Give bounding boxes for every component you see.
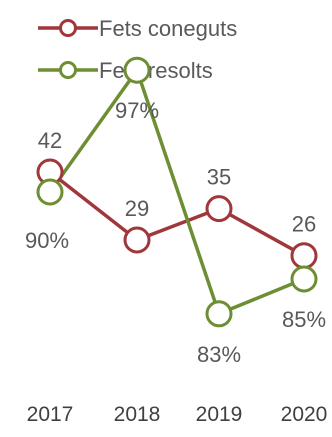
x-tick-label: 2020 bbox=[281, 403, 328, 426]
data-point bbox=[123, 56, 151, 84]
legend-label: Fets resolts bbox=[99, 58, 213, 83]
series-line-2 bbox=[48, 68, 305, 316]
data-point bbox=[205, 300, 233, 328]
data-labels: 42 29 35 26 90% 97% 83% 85% bbox=[25, 98, 326, 367]
data-point bbox=[290, 265, 318, 293]
data-label: 42 bbox=[38, 128, 62, 153]
legend: Fets coneguts Fets resolts bbox=[38, 16, 237, 83]
legend-item-1: Fets coneguts bbox=[38, 16, 237, 41]
data-point bbox=[205, 195, 233, 223]
data-label: 90% bbox=[25, 228, 69, 253]
data-label: 83% bbox=[197, 342, 241, 367]
x-tick-label: 2018 bbox=[114, 403, 161, 426]
legend-marker bbox=[59, 19, 77, 37]
x-tick-label: 2017 bbox=[27, 403, 74, 426]
legend-item-2: Fets resolts bbox=[38, 58, 213, 83]
data-point bbox=[123, 226, 151, 254]
series-markers bbox=[36, 56, 318, 328]
data-label: 35 bbox=[207, 165, 231, 190]
data-label: 29 bbox=[125, 196, 149, 221]
series-line-1 bbox=[48, 170, 305, 258]
legend-label: Fets coneguts bbox=[99, 16, 237, 41]
series-lines bbox=[48, 68, 305, 316]
data-label: 26 bbox=[292, 212, 316, 237]
data-label: 97% bbox=[115, 98, 159, 123]
data-point bbox=[36, 178, 64, 206]
legend-marker bbox=[59, 61, 77, 79]
data-point bbox=[290, 242, 318, 270]
x-axis-ticks: 2017 2018 2019 2020 bbox=[27, 403, 328, 426]
data-label: 85% bbox=[282, 307, 326, 332]
x-tick-label: 2019 bbox=[196, 403, 243, 426]
